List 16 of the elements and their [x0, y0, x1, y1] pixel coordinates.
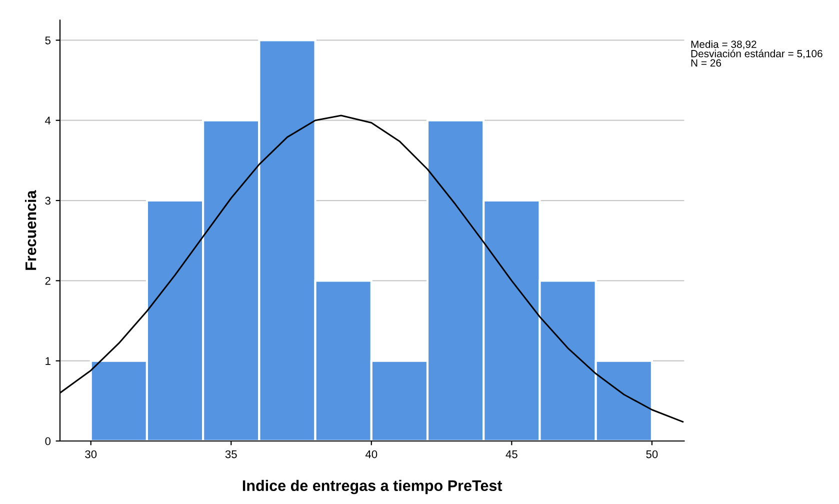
x-tick-label: 50	[646, 450, 658, 458]
text: Desviación estándar = 5,106	[691, 50, 822, 59]
x-tick-label: 45	[506, 450, 518, 458]
x-tick-label: 35	[225, 450, 237, 458]
y-tick-label: 0	[45, 437, 51, 446]
y-tick-label: 4	[45, 116, 51, 124]
y-tick-label: 5	[45, 36, 50, 44]
text: Media = 38,92	[691, 40, 756, 50]
y-tick-label: 2	[45, 276, 50, 285]
text: N = 26	[691, 59, 722, 67]
x-tick-label: 30	[85, 450, 97, 458]
x-tick-label: 40	[365, 450, 378, 458]
y-axis-title: Frecuencia	[24, 190, 36, 270]
y-tick-label: 1	[46, 357, 50, 365]
x-axis-title: Indice de entregas a tiempo PreTest	[242, 480, 502, 494]
y-tick-label: 3	[45, 196, 50, 205]
